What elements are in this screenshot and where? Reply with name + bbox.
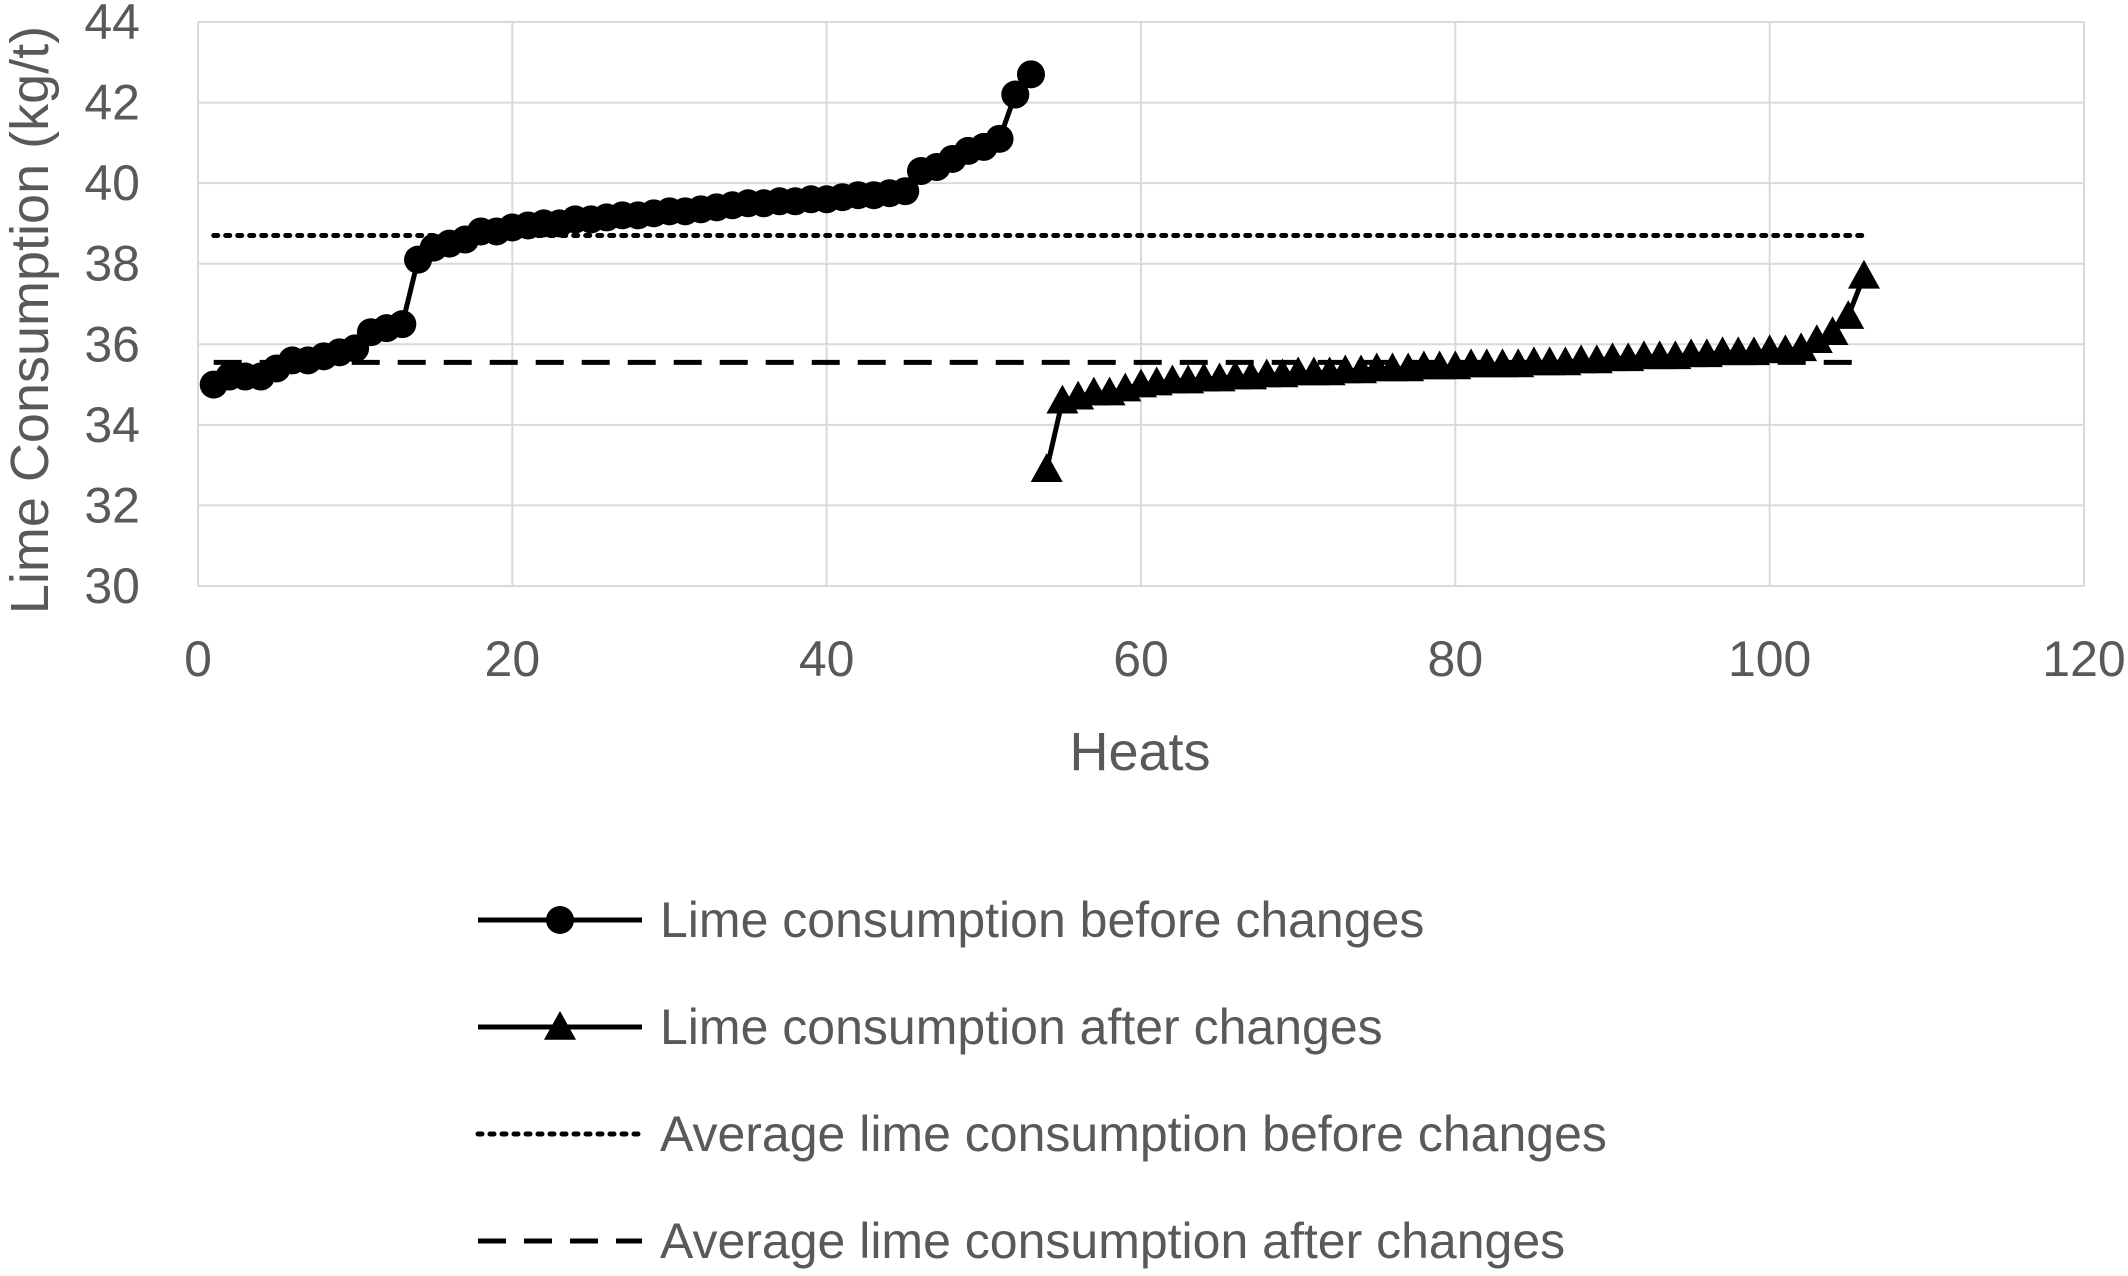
x-tick-label: 80 (1428, 631, 1484, 687)
gridlines (197, 21, 2085, 587)
legend-item: Average lime consumption after changes (478, 1213, 1565, 1269)
triangle-marker (1800, 324, 1833, 354)
legend-marker (544, 1011, 576, 1040)
legend-label: Lime consumption before changes (660, 892, 1424, 948)
x-tick-label: 20 (485, 631, 541, 687)
y-tick-label: 40 (84, 155, 140, 211)
legend-label: Lime consumption after changes (660, 999, 1383, 1055)
y-tick-label: 42 (84, 75, 140, 131)
x-tick-label: 60 (1113, 631, 1169, 687)
triangle-marker (1816, 316, 1849, 345)
x-tick-label: 100 (1728, 631, 1811, 687)
legend-label: Average lime consumption before changes (660, 1106, 1607, 1162)
x-axis-title: Heats (1069, 722, 1210, 782)
y-tick-label: 38 (84, 236, 140, 292)
y-tick-label: 44 (84, 0, 140, 50)
x-tick-label: 120 (2042, 631, 2125, 687)
y-tick-label: 32 (84, 477, 140, 533)
circle-marker (1001, 80, 1030, 109)
y-tick-label: 36 (84, 316, 140, 372)
y-tick-label: 30 (84, 558, 140, 614)
legend: Lime consumption before changes Lime cons… (475, 892, 1607, 1269)
x-tick-label: 40 (799, 631, 855, 687)
y-axis-title: Lime Consumption (kg/t) (0, 26, 60, 614)
legend-item: Lime consumption before changes (478, 892, 1424, 948)
legend-item: Lime consumption after changes (478, 999, 1383, 1055)
tick-labels: 0 20 40 60 80 100 120 30 32 34 36 38 40 42 44 (84, 0, 2125, 687)
legend-item: Average lime consumption before changes (475, 1106, 1607, 1162)
series-2 (1030, 259, 1880, 482)
data-series (199, 60, 1880, 482)
circle-marker (891, 177, 920, 206)
series-line (212, 72, 1033, 387)
y-tick-label: 34 (84, 397, 140, 453)
triangle-marker (1030, 453, 1063, 482)
triangle-marker (1785, 332, 1818, 362)
circle-marker (1016, 60, 1045, 89)
legend-label: Average lime consumption after changes (660, 1213, 1565, 1269)
legend-marker (546, 906, 574, 934)
triangle-marker (1832, 300, 1865, 329)
triangle-marker (1847, 259, 1880, 289)
x-tick-label: 0 (184, 631, 212, 687)
circle-marker (388, 310, 417, 339)
circle-marker (985, 124, 1014, 153)
series-1 (199, 60, 1045, 399)
